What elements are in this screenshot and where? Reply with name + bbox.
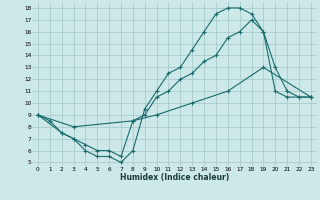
X-axis label: Humidex (Indice chaleur): Humidex (Indice chaleur) (120, 173, 229, 182)
